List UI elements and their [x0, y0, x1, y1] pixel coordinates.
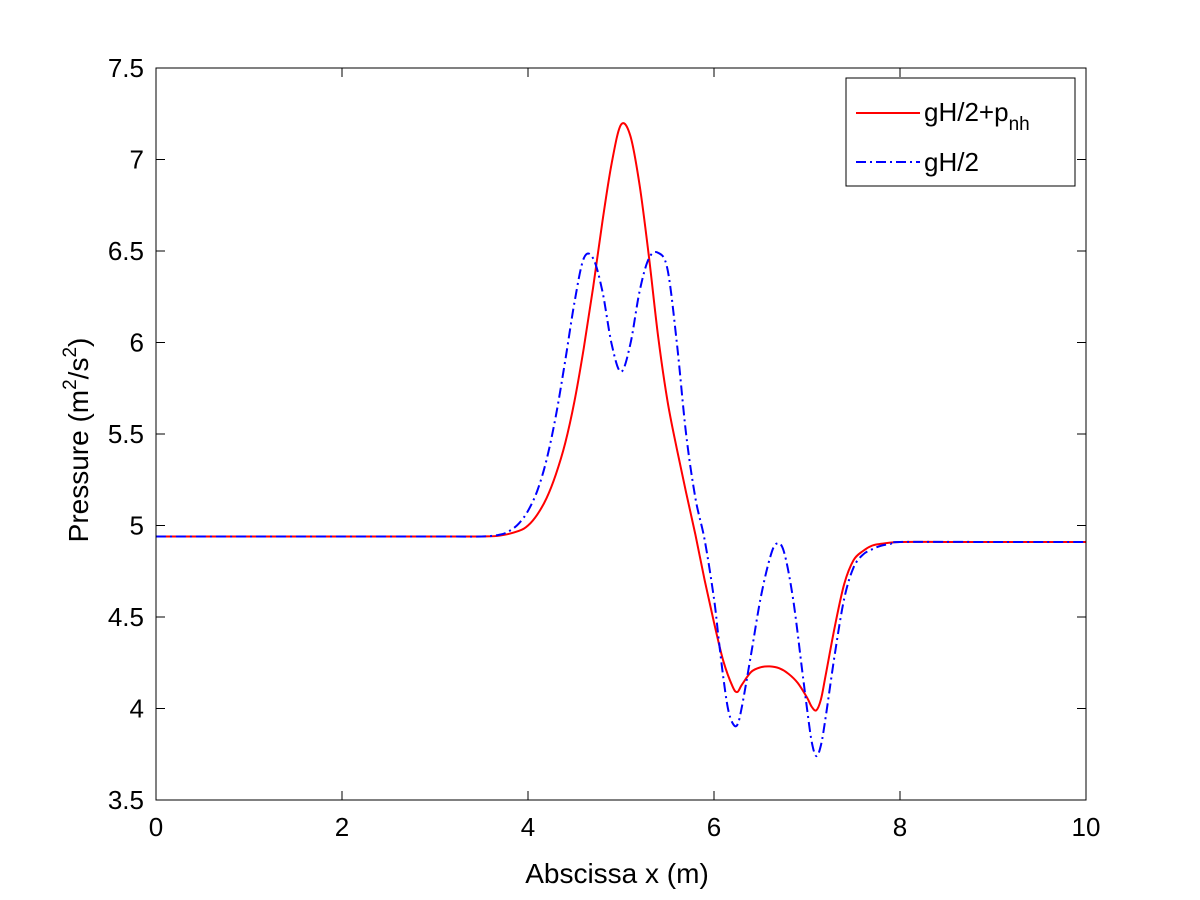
y-tick-label-4: 5.5	[108, 419, 144, 449]
y-tick-label-6: 6.5	[108, 236, 144, 266]
ticks-layer: 0 2 4 6 8 10 3.5 4 4.5 5 5.5 6 6.5 7 7.5	[108, 53, 1101, 842]
series-line-2	[156, 251, 1086, 758]
legend-label-series-1-sub: nh	[1009, 114, 1030, 135]
legend-label-series-2: gH/2	[924, 147, 979, 177]
x-tick-label-4: 8	[893, 812, 907, 842]
legend-label-series-2-base: gH/2	[924, 147, 979, 177]
x-axis-label: Abscissa x (m)	[525, 858, 709, 889]
y-tick-label-2: 4.5	[108, 602, 144, 632]
legend: gH/2+pnh gH/2	[845, 77, 1076, 187]
y-tick-label-5: 6	[130, 328, 144, 358]
y-axis-label: Pressure (m2/s2)	[60, 338, 94, 543]
y-tick-label-1: 4	[130, 694, 144, 724]
y-axis-label-end: )	[63, 338, 94, 347]
legend-box	[845, 77, 1076, 187]
y-tick-label-7: 7	[130, 145, 144, 175]
y-tick-label-8: 7.5	[108, 53, 144, 83]
y-axis-label-mid: /s	[63, 358, 94, 380]
y-tick-label-0: 3.5	[108, 785, 144, 815]
x-tick-label-2: 4	[521, 812, 535, 842]
y-axis-label-sup2: 2	[60, 347, 81, 358]
x-tick-label-1: 2	[335, 812, 349, 842]
plot-area	[156, 68, 1086, 800]
x-tick-label-5: 10	[1072, 812, 1101, 842]
y-axis-label-base: Pressure (m	[63, 390, 94, 542]
y-tick-label-3: 5	[130, 511, 144, 541]
series-line-1	[156, 122, 1086, 712]
x-tick-label-3: 6	[707, 812, 721, 842]
legend-label-series-1-base: gH/2+p	[924, 97, 1009, 127]
y-axis-label-sup1: 2	[60, 379, 81, 390]
series-layer	[156, 122, 1086, 758]
legend-label-series-1: gH/2+pnh	[924, 97, 1030, 135]
x-tick-label-0: 0	[149, 812, 163, 842]
